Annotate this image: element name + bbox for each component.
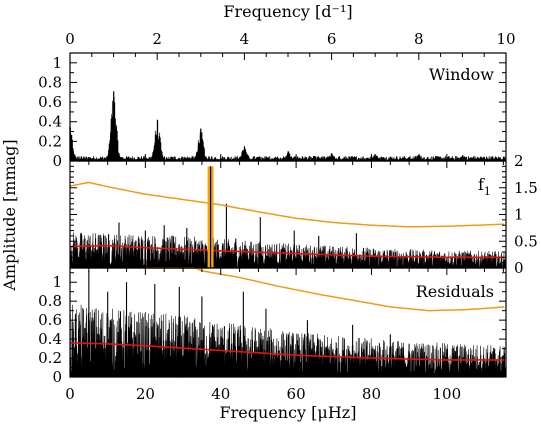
- f1-mean-noise-curve: [69, 244, 505, 259]
- f1-y-tick-label-1: 0.5: [514, 232, 538, 250]
- window-y-tick-label-1: 0.2: [38, 132, 62, 150]
- top-x-tick-label-6: 6: [327, 30, 337, 48]
- f1-significance-curve: [69, 181, 505, 228]
- residuals-y-tick-label-3: 0.6: [38, 311, 62, 329]
- top-x-tick-label-2: 2: [152, 30, 162, 48]
- top-x-tick-label-10: 10: [496, 30, 515, 48]
- top-x-axis-label: Frequency [d⁻¹]: [223, 2, 352, 21]
- residuals-panel-label: Residuals: [416, 282, 494, 301]
- residuals-significance-curve: [145, 267, 505, 312]
- f1-y-tick-label-3: 1.5: [514, 179, 538, 197]
- top-x-tick-label-4: 4: [240, 30, 250, 48]
- f1-panel-label: f1: [478, 175, 491, 198]
- residuals-y-tick-label-1: 0.2: [38, 349, 62, 367]
- window-panel-label: Window: [429, 65, 494, 84]
- y-axis-label: Amplitude [mmag]: [0, 139, 19, 291]
- plot-data-layer: [69, 91, 507, 379]
- bottom-x-tick-label-100: 100: [433, 385, 462, 403]
- f1-y-tick-label-0: 0: [514, 259, 524, 277]
- f1-label-main: f: [478, 175, 485, 194]
- window-y-tick-label-2: 0.4: [38, 113, 62, 131]
- residuals-mean-noise-curve: [69, 342, 505, 361]
- window-y-tick-label-0: 0: [52, 152, 62, 170]
- bottom-x-tick-label-20: 20: [136, 385, 155, 403]
- bottom-x-tick-label-0: 0: [65, 385, 75, 403]
- f1-y-tick-label-2: 1: [514, 206, 524, 224]
- top-x-tick-label-0: 0: [65, 30, 75, 48]
- bottom-x-tick-label-40: 40: [211, 385, 230, 403]
- residuals-y-tick-label-0: 0: [52, 368, 62, 386]
- top-x-tick-label-8: 8: [414, 30, 424, 48]
- f1-spectrum-line: [69, 232, 507, 270]
- residuals-spectrum-line: [69, 304, 507, 379]
- window-y-tick-label-4: 0.8: [38, 73, 62, 91]
- residuals-y-tick-label-5: 1: [52, 273, 62, 291]
- bottom-x-tick-label-80: 80: [362, 385, 381, 403]
- f1-label-subscript: 1: [484, 185, 491, 198]
- residuals-y-tick-label-2: 0.4: [38, 330, 62, 348]
- panel-residuals-frame: [69, 267, 507, 378]
- bottom-x-axis-label: Frequency [μHz]: [220, 403, 357, 422]
- residuals-y-tick-label-4: 0.8: [38, 292, 62, 310]
- window-y-tick-label-3: 0.6: [38, 93, 62, 111]
- f1-y-tick-label-4: 2: [514, 152, 524, 170]
- bottom-x-tick-label-60: 60: [287, 385, 306, 403]
- window-y-tick-label-5: 1: [52, 54, 62, 72]
